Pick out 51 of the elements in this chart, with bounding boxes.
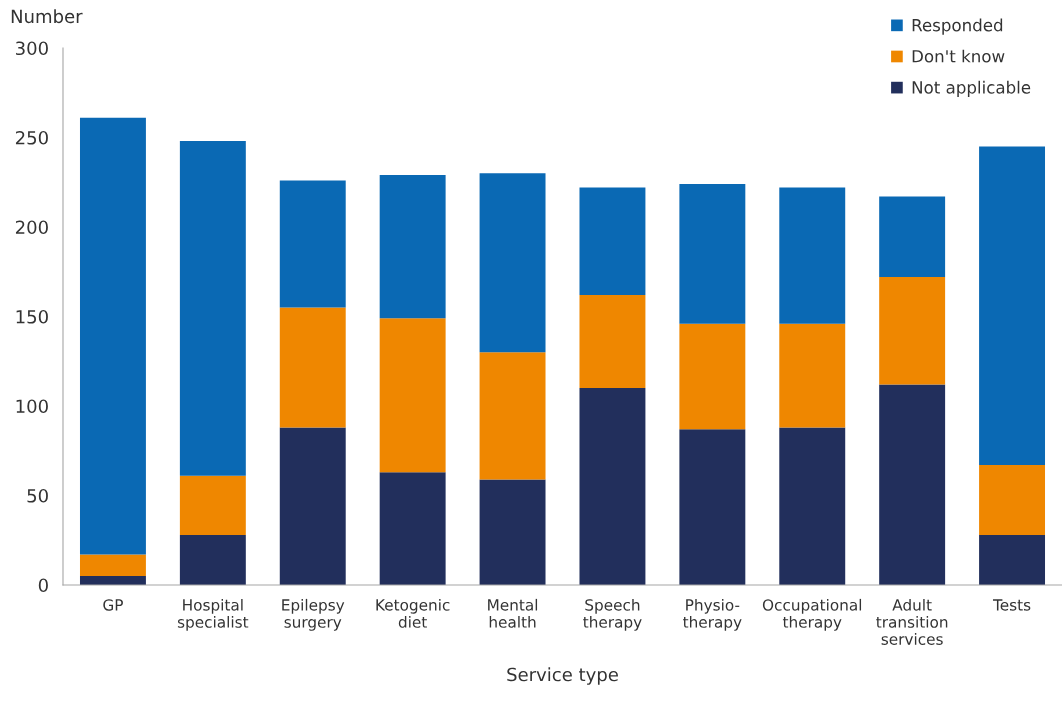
y-tick-label: 50 [27,488,48,503]
bar [179,475,246,535]
bar [179,141,246,476]
bar [279,427,346,585]
x-tick-label: Adult transition services [876,598,948,645]
x-tick-label: Mental health [488,598,538,628]
x-tick-label: Occupational therapy [762,598,862,631]
bar [479,352,546,480]
x-tick-label: Tests [992,599,1031,611]
y-axis-title: Number [11,9,83,24]
bar [279,180,346,308]
bar [379,175,446,319]
bar [679,323,746,430]
legend-label: Don't know [912,49,1005,63]
bar [879,277,946,385]
x-tick-label: Speech therapy [583,598,642,631]
bar [779,323,846,428]
bar [879,196,946,278]
bar [79,117,146,555]
y-tick-label: 100 [16,399,48,414]
bar [179,534,246,585]
x-tick-label: Epilepsy surgery [282,598,345,631]
bar [979,146,1046,466]
bar [879,384,946,585]
bar [979,534,1046,585]
x-tick-label: Hospital specialist [177,598,249,631]
bar [79,554,146,577]
bar [479,173,546,353]
bar [679,429,746,585]
bar [579,388,646,585]
x-axis-title: Service type [507,667,618,685]
legend-label: Not applicable [912,80,1031,97]
bar [379,318,446,473]
x-tick-label: Ketogenic diet [376,598,450,628]
y-tick-label: 200 [15,220,48,235]
bar [379,472,446,585]
y-tick-label: 0 [38,578,48,593]
bar [679,184,746,324]
y-tick-label: 150 [16,309,48,324]
bar [479,479,546,585]
y-tick-label: 250 [15,130,48,145]
x-tick-label: GP [103,599,123,611]
y-tick-label: 300 [16,41,48,56]
bar [979,465,1046,535]
bar [579,187,646,296]
x-tick-label: Physio- therapy [683,598,742,631]
legend-label: Responded [912,18,1003,35]
bar [279,307,346,428]
bar [579,295,646,389]
bar [779,187,846,324]
bar [779,427,846,585]
